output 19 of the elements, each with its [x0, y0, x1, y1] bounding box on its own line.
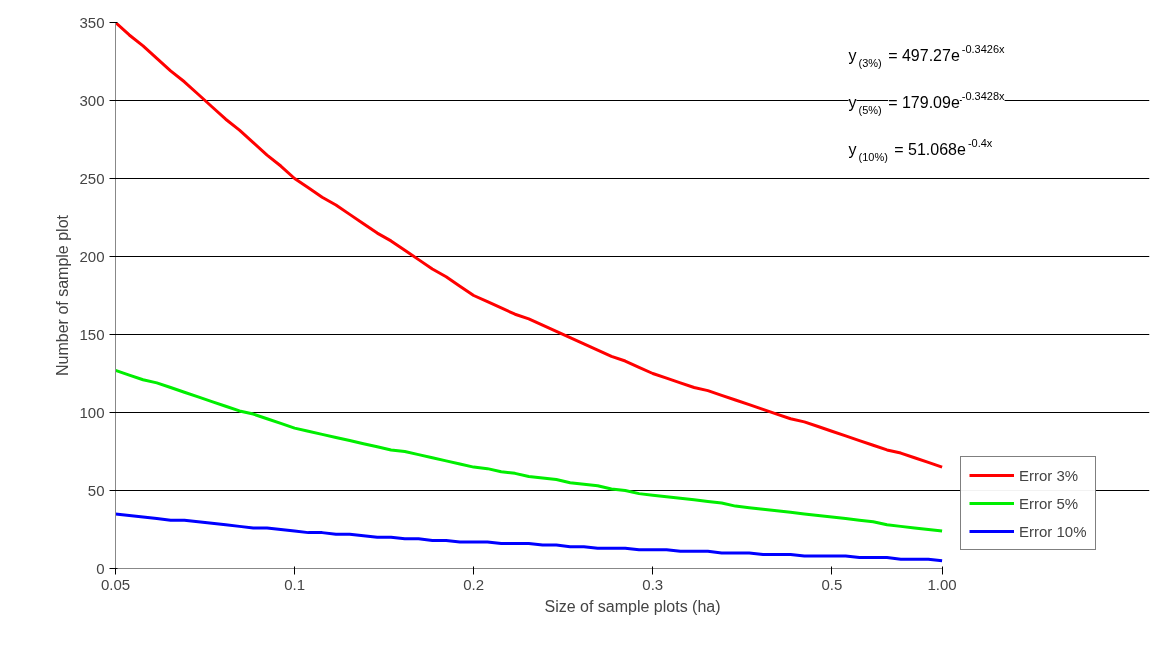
- y-tick-label: 150: [79, 325, 105, 343]
- y-tick-label: 300: [79, 91, 105, 109]
- legend-label: Error 5%: [1019, 494, 1079, 512]
- y-tick-label: 350: [79, 13, 105, 31]
- x-axis-title: Size of sample plots (ha): [544, 597, 721, 615]
- y-tick-label: 50: [87, 481, 105, 499]
- x-tick-label: 0.05: [100, 575, 131, 593]
- y-tick-label: 250: [79, 169, 105, 187]
- x-tick-label: 0.3: [642, 575, 664, 593]
- y-tick-label: 200: [79, 247, 105, 265]
- y-tick-label: 100: [79, 403, 105, 421]
- x-tick-label: 0.2: [463, 575, 485, 593]
- legend-label: Error 3%: [1019, 466, 1079, 484]
- legend-label: Error 10%: [1019, 522, 1087, 540]
- y-tick-label: 0: [96, 559, 105, 577]
- x-tick-label: 0.1: [284, 575, 306, 593]
- x-tick-label: 1.00: [927, 575, 957, 593]
- y-axis-title: Number of sample plot: [54, 214, 72, 376]
- x-tick-label: 0.5: [821, 575, 843, 593]
